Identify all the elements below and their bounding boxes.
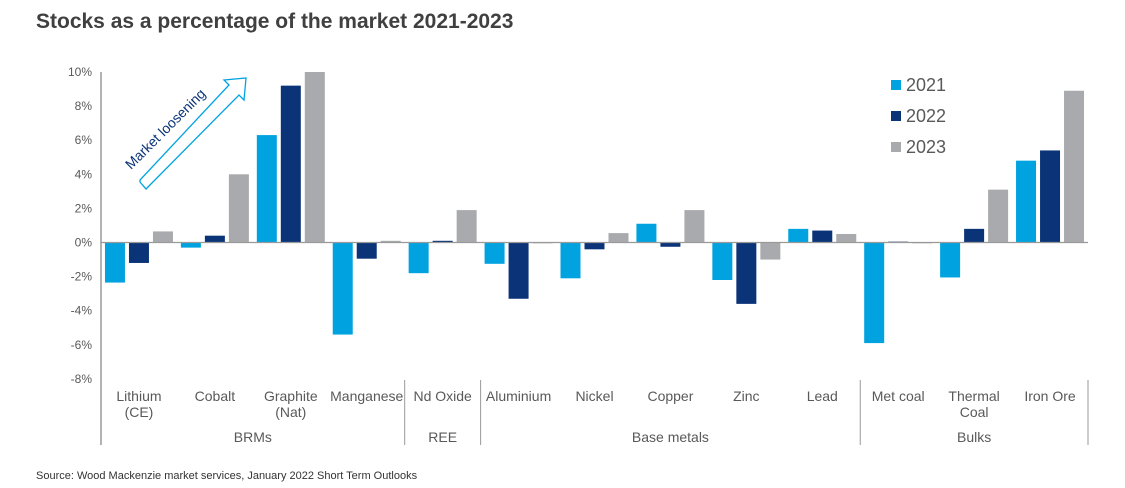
arrow-icon [139, 77, 247, 190]
source-note: Source: Wood Mackenzie market services, … [36, 470, 418, 482]
bar-2021 [256, 135, 277, 243]
bar-2021 [560, 242, 581, 279]
annotation-text: Market loosening [122, 85, 209, 172]
legend-label: 2023 [906, 137, 946, 157]
category-label: (Nat) [275, 404, 306, 420]
y-tick-label: -4% [71, 304, 93, 318]
bar-2022 [584, 242, 605, 250]
bar-2023 [380, 240, 401, 243]
y-tick-label: -2% [71, 270, 93, 284]
bar-2023 [456, 210, 477, 243]
category-label: Lead [807, 388, 838, 404]
market-loosening-arrow [139, 77, 247, 190]
bar-2023 [988, 189, 1009, 243]
category-label: (CE) [125, 404, 154, 420]
legend-label: 2022 [906, 106, 946, 126]
bar-2022 [508, 242, 529, 299]
legend-swatch [891, 111, 901, 121]
legend-label: 2021 [906, 75, 946, 95]
bar-2023 [760, 242, 781, 260]
bar-2023 [152, 231, 173, 243]
bar-2022 [356, 242, 377, 259]
category-label: Aluminium [486, 388, 551, 404]
category-label: Zinc [733, 388, 759, 404]
bar-2023 [304, 72, 325, 243]
group-label: BRMs [234, 429, 272, 445]
category-label: Manganese [330, 388, 403, 404]
y-tick-label: 10% [68, 65, 92, 79]
bar-2021 [332, 242, 353, 335]
bar-2023 [608, 233, 629, 243]
bar-2021 [864, 242, 885, 344]
bar-2022 [964, 228, 985, 243]
category-label: Iron Ore [1024, 388, 1076, 404]
bar-2023 [1064, 90, 1085, 243]
y-tick-label: 2% [75, 201, 93, 215]
y-tick-label: 6% [75, 133, 93, 147]
category-label: Lithium [116, 388, 161, 404]
bar-2021 [1016, 160, 1037, 243]
legend-swatch [891, 142, 901, 152]
group-label: Base metals [632, 429, 709, 445]
y-tick-label: -6% [71, 338, 93, 352]
category-label: Graphite [264, 388, 318, 404]
bar-2022 [128, 242, 149, 263]
bar-2022 [280, 85, 301, 243]
bar-2021 [104, 242, 125, 283]
bar-2021 [408, 242, 429, 274]
legend-swatch [891, 80, 901, 90]
category-label: Thermal [948, 388, 999, 404]
y-tick-label: 4% [75, 167, 93, 181]
y-tick-label: 0% [75, 236, 93, 250]
category-label: Cobalt [195, 388, 236, 404]
category-label: Copper [647, 388, 693, 404]
bar-2023 [836, 233, 857, 243]
bar-2022 [812, 230, 833, 243]
category-label: Met coal [872, 388, 925, 404]
y-tick-label: 8% [75, 99, 93, 113]
bar-2023 [228, 174, 249, 243]
bar-2022 [432, 240, 453, 243]
chart-title: Stocks as a percentage of the market 202… [36, 10, 514, 33]
bar-2021 [484, 242, 505, 264]
bar-2021 [712, 242, 733, 281]
bar-2021 [940, 242, 961, 278]
group-label: Bulks [957, 429, 991, 445]
bar-2021 [788, 228, 809, 243]
bar-2023 [684, 210, 705, 243]
y-tick-label: -8% [71, 372, 93, 386]
category-label: Nickel [575, 388, 613, 404]
bar-2022 [660, 242, 681, 247]
bar-2022 [1040, 150, 1061, 243]
bar-2022 [736, 242, 757, 304]
bar-2021 [180, 242, 201, 248]
bar-2021 [636, 223, 657, 243]
group-label: REE [428, 429, 457, 445]
bar-2022 [204, 235, 225, 243]
category-label: Coal [960, 404, 989, 420]
category-label: Nd Oxide [413, 388, 472, 404]
